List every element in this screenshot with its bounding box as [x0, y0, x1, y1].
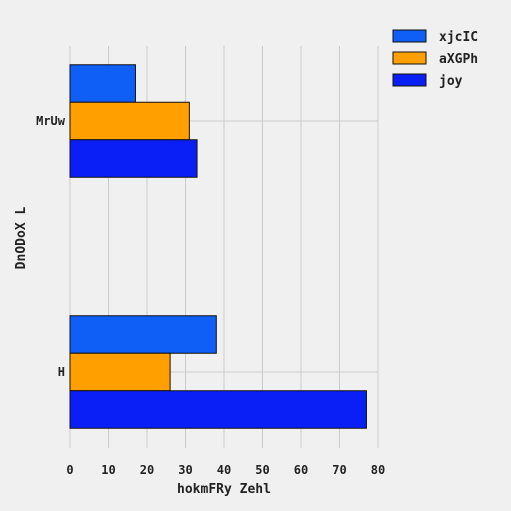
bars	[69, 64, 367, 429]
x-tick-label: 70	[332, 463, 346, 477]
bar-aXGPh-H	[69, 352, 171, 392]
x-tick-label: 40	[217, 463, 231, 477]
x-tick-label: 10	[101, 463, 115, 477]
legend-swatch-joy	[392, 73, 427, 87]
x-tick-label: 20	[140, 463, 154, 477]
legend: xjcIC aXGPh joy	[392, 29, 478, 89]
x-tick-label: 60	[294, 463, 308, 477]
bar-xjcIC-H	[69, 315, 217, 354]
legend-label-aXGPh: aXGPh	[439, 52, 478, 67]
x-tick-label: 0	[66, 463, 73, 477]
x-tick-labels: 0 10 20 30 40 50 60 70 80	[66, 463, 385, 477]
y-tick-label: H	[58, 365, 65, 379]
legend-label-xjcIC: xjcIC	[439, 30, 478, 45]
x-tick-label: 80	[371, 463, 385, 477]
y-axis-label: DnODoX L	[14, 207, 29, 270]
x-tick-label: 30	[178, 463, 192, 477]
bar-xjcIC-MrUw	[69, 64, 136, 103]
y-tick-labels: MrUw H	[36, 114, 66, 379]
legend-swatch-aXGPh	[392, 51, 427, 65]
bar-joy-MrUw	[69, 139, 198, 178]
x-axis-label: hokmFRy Zehl	[177, 482, 271, 497]
x-tick-label: 50	[255, 463, 269, 477]
legend-label-joy: joy	[439, 74, 463, 89]
y-tick-label: MrUw	[36, 114, 66, 128]
bar-aXGPh-MrUw	[69, 101, 190, 141]
legend-swatch-xjcIC	[392, 29, 427, 43]
bar-joy-H	[69, 390, 367, 429]
